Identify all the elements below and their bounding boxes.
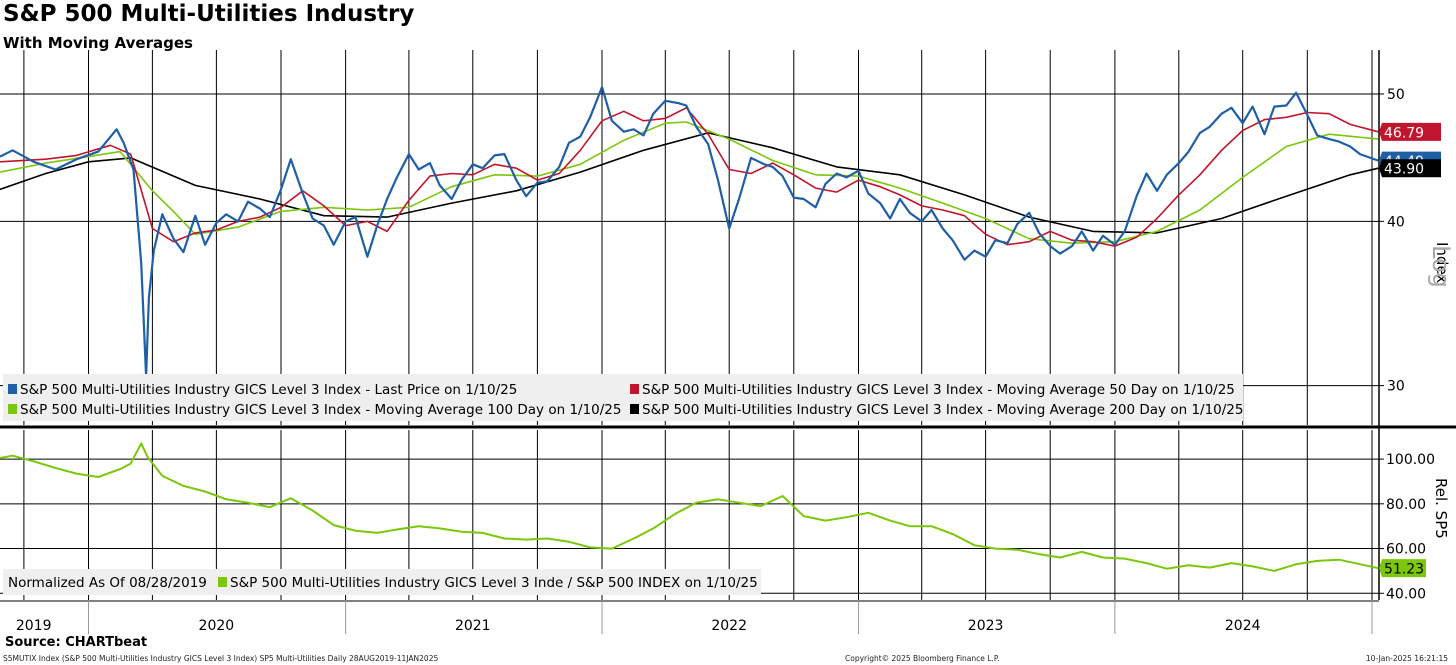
legend-swatch bbox=[630, 404, 639, 414]
x-tick-label: 2023 bbox=[968, 618, 1004, 634]
last-value-text: 51.23 bbox=[1384, 562, 1424, 578]
legend-entry: S&P 500 Multi-Utilities Industry GICS Le… bbox=[20, 402, 621, 418]
chart-subtitle: With Moving Averages bbox=[3, 34, 193, 52]
y-axis-title: Index bbox=[1433, 242, 1451, 283]
y-tick-label: 50 bbox=[1387, 87, 1405, 103]
legend-bottom: Normalized As Of 08/28/2019 S&P 500 Multi… bbox=[3, 569, 761, 595]
legend-swatch bbox=[630, 384, 639, 394]
x-tick-label: 2020 bbox=[199, 618, 235, 634]
legend-swatch bbox=[8, 384, 17, 394]
y-tick-label: 80.00 bbox=[1386, 497, 1426, 513]
y-tick-label: 60.00 bbox=[1386, 542, 1426, 558]
y-tick-label: 100.00 bbox=[1386, 452, 1435, 468]
legend-background bbox=[3, 374, 1243, 421]
legend-note: Normalized As Of 08/28/2019 bbox=[8, 575, 207, 591]
vertical-gridlines bbox=[23, 50, 1373, 600]
footer-copyright: Copyright© 2025 Bloomberg Finance L.P. bbox=[845, 654, 1000, 663]
log-scale-label: Log bbox=[1427, 245, 1455, 288]
series-relative-line bbox=[0, 442, 1379, 572]
series-ma50-line bbox=[0, 107, 1379, 247]
legend-entry: S&P 500 Multi-Utilities Industry GICS Le… bbox=[20, 382, 517, 398]
series-ma100-line bbox=[0, 121, 1379, 244]
legend-entry: S&P 500 Multi-Utilities Industry GICS Le… bbox=[642, 402, 1243, 418]
footer-timestamp: 10-Jan-2025 16:21:15 bbox=[1365, 654, 1448, 663]
x-tick-label: 2024 bbox=[1225, 618, 1261, 634]
legend-background bbox=[3, 569, 761, 595]
last-value-box bbox=[1379, 159, 1441, 178]
footer-description: S5MUTIX Index (S&P 500 Multi-Utilities I… bbox=[3, 654, 439, 663]
last-value-text: 43.90 bbox=[1384, 162, 1424, 178]
x-tick-label: 2022 bbox=[711, 618, 747, 634]
horizontal-gridlines bbox=[0, 93, 1384, 594]
x-tick-label: 2021 bbox=[455, 618, 491, 634]
legend-swatch bbox=[218, 577, 227, 587]
legend-entry: S&P 500 Multi-Utilities Industry GICS Le… bbox=[642, 382, 1235, 398]
legend-top: S&P 500 Multi-Utilities Industry GICS Le… bbox=[3, 374, 1243, 421]
last-value-text: 46.79 bbox=[1384, 125, 1424, 141]
last-value-label-ma50: 46.79 bbox=[1379, 122, 1441, 141]
last-value-label-relative: 51.23 bbox=[1379, 559, 1426, 578]
y-tick-label: 40 bbox=[1387, 214, 1405, 230]
y-axis-title-rel: Rel. SP5 bbox=[1432, 478, 1450, 539]
legend-swatch bbox=[8, 404, 17, 414]
chart-title: S&P 500 Multi-Utilities Industry bbox=[3, 1, 415, 27]
source-label: Source: CHARTbeat bbox=[5, 635, 148, 650]
last-value-box bbox=[1379, 559, 1426, 578]
series-last-price-line bbox=[0, 86, 1379, 378]
legend-entry: S&P 500 Multi-Utilities Industry GICS Le… bbox=[230, 575, 758, 591]
last-value-label-ma200: 43.90 bbox=[1379, 159, 1441, 178]
x-tick-label: 2019 bbox=[16, 618, 52, 634]
y-tick-label: 30 bbox=[1387, 379, 1405, 395]
y-tick-label: 40.00 bbox=[1386, 586, 1426, 602]
last-value-box bbox=[1379, 122, 1441, 141]
series-ma200-line bbox=[0, 132, 1379, 234]
